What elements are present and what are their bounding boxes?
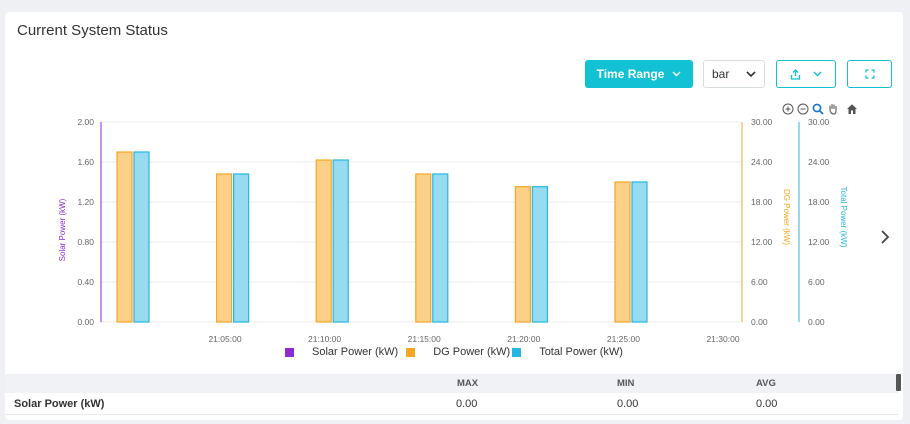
dg-power-bar (514, 186, 531, 323)
chevron-down-icon (672, 71, 681, 77)
total-power-bar (332, 159, 349, 323)
x-axis-tick-label: 21:20:00 (507, 334, 540, 342)
pan-hand-icon[interactable] (826, 102, 840, 116)
total-axis-tick-label: 0.00 (808, 317, 825, 327)
total-power-bar (133, 151, 150, 323)
total-power-bar (531, 186, 549, 323)
left-axis-title: Solar Power (kW) (58, 198, 67, 261)
share-icon (790, 68, 801, 80)
zoom-in-icon[interactable] (781, 102, 795, 116)
legend-swatch-total (512, 347, 522, 357)
max-column-header: MAX (457, 378, 479, 389)
dg-axis-tick-label: 30.00 (751, 117, 773, 127)
legend-item-total[interactable]: Total Power (kW) (512, 346, 623, 358)
total-power-bar (631, 181, 648, 323)
x-axis-tick-label: 21:15:00 (408, 334, 441, 342)
left-axis-tick-label: 0.80 (77, 237, 94, 247)
dg-power-bar (116, 151, 133, 323)
row-name: Solar Power (kW) (14, 398, 105, 410)
dg-power-bar (415, 173, 432, 323)
card-title: Current System Status (17, 22, 168, 39)
dg-axis-tick-label: 12.00 (751, 237, 773, 247)
left-axis-tick-label: 1.20 (77, 197, 94, 207)
left-axis-tick-label: 1.60 (77, 157, 94, 167)
total-axis-tick-label: 18.00 (808, 197, 830, 207)
row-avg: 0.00 (756, 398, 778, 410)
chart-type-value: bar (712, 67, 730, 81)
x-axis-tick-label: 21:25:00 (607, 334, 640, 342)
dg-power-bar (614, 181, 631, 323)
zoom-out-icon[interactable] (796, 102, 810, 116)
legend-label-dg: DG Power (kW) (433, 346, 511, 358)
legend-label-total: Total Power (kW) (539, 346, 623, 358)
legend-item-dg[interactable]: DG Power (kW) (404, 346, 510, 358)
dg-axis-tick-label: 6.00 (751, 277, 768, 287)
selection-zoom-icon[interactable] (811, 102, 825, 116)
left-axis-tick-label: 0.00 (77, 317, 94, 327)
dg-axis-tick-label: 24.00 (751, 157, 773, 167)
system-status-card: Current System Status Time Range bar 0.0… (5, 12, 903, 420)
total-axis-tick-label: 12.00 (808, 237, 830, 247)
total-power-bar (432, 173, 449, 323)
dg-axis-tick-label: 18.00 (751, 197, 773, 207)
total-axis-title: Total Power (kW) (839, 187, 848, 248)
left-axis-tick-label: 0.40 (77, 277, 94, 287)
dg-axis-tick-label: 0.00 (751, 317, 768, 327)
time-range-label: Time Range (596, 67, 665, 81)
fullscreen-icon (864, 69, 875, 79)
dg-power-bar (315, 159, 332, 323)
dg-axis-title: DG Power (kW) (782, 189, 791, 245)
legend-item-solar[interactable]: Solar Power (kW) (285, 346, 398, 358)
total-axis-tick-label: 30.00 (808, 117, 830, 127)
stats-table-header: MAX MIN AVG (5, 374, 898, 393)
time-range-button[interactable]: Time Range (585, 60, 693, 88)
total-axis-tick-label: 24.00 (808, 157, 830, 167)
table-scrollbar[interactable] (896, 374, 901, 391)
x-axis-tick-label: 21:05:00 (208, 334, 241, 342)
reset-zoom-home-icon[interactable] (845, 102, 859, 116)
avg-column-header: AVG (756, 378, 776, 389)
total-axis-tick-label: 6.00 (808, 277, 825, 287)
chart-toolbar (781, 102, 859, 116)
x-axis-tick-label: 21:10:00 (308, 334, 341, 342)
x-axis-tick-label: 21:30:00 (706, 334, 739, 342)
row-max: 0.00 (456, 398, 478, 410)
legend-label-solar: Solar Power (kW) (312, 346, 399, 358)
chart-type-select[interactable]: bar (703, 60, 765, 88)
total-power-bar (233, 173, 250, 323)
table-row: Solar Power (kW) 0.00 0.00 0.00 (5, 393, 898, 415)
next-chevron-icon[interactable] (878, 226, 892, 248)
min-column-header: MIN (617, 378, 635, 389)
dg-power-bar (216, 173, 233, 323)
fullscreen-button[interactable] (847, 60, 892, 88)
chevron-down-icon (746, 71, 756, 77)
power-bar-chart: 0.00 0.40 0.80 1.20 1.60 2.00 0.00 6.00 12.00 18.… (58, 117, 848, 342)
export-button[interactable] (776, 60, 836, 88)
legend-swatch-solar (285, 347, 294, 357)
chevron-down-icon (813, 71, 822, 77)
legend-swatch-dg (406, 347, 416, 357)
row-min: 0.00 (617, 398, 639, 410)
left-axis-tick-label: 2.00 (77, 117, 94, 127)
chart-legend: Solar Power (kW) DG Power (kW) Total Pow… (285, 346, 629, 358)
